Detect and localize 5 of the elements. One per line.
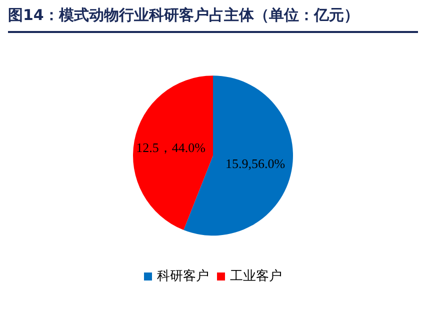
data-label: 12.5，44.0% xyxy=(136,140,206,156)
legend-label: 工业客户 xyxy=(230,268,282,284)
legend-label: 科研客户 xyxy=(157,268,209,284)
chart-title: 图14：模式动物行业科研客户占主体（单位：亿元） xyxy=(8,6,359,25)
data-label: 15.9,56.0% xyxy=(225,156,286,172)
